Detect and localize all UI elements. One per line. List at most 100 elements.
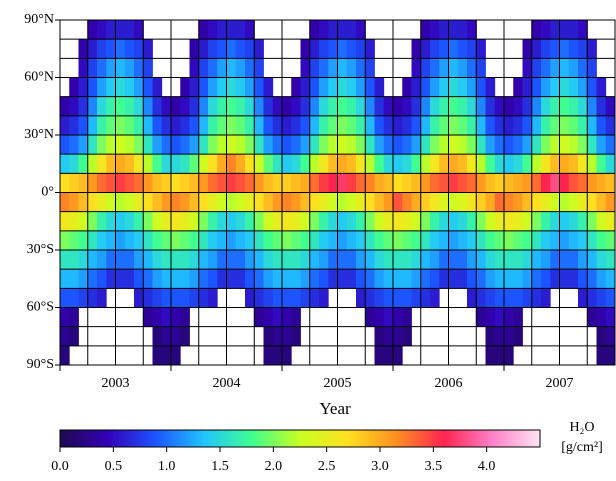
- heatmap-cell: [189, 115, 200, 136]
- heatmap-cell: [596, 326, 607, 347]
- heatmap-cell: [87, 77, 98, 98]
- heatmap-cell: [115, 58, 126, 78]
- heatmap-cell: [457, 58, 468, 78]
- heatmap-cell: [254, 135, 264, 155]
- heatmap-cell: [198, 269, 209, 289]
- colorbar-label: [g/cm²]: [561, 440, 603, 455]
- heatmap-cell: [531, 154, 542, 174]
- heatmap-cell: [124, 20, 135, 40]
- heatmap-cell: [124, 173, 135, 193]
- heatmap-cell: [60, 115, 70, 136]
- heatmap-cell: [143, 77, 153, 98]
- heatmap-cell: [467, 192, 477, 213]
- heatmap-cell: [494, 307, 505, 328]
- heatmap-cell: [504, 154, 514, 174]
- heatmap-cell: [531, 39, 542, 59]
- heatmap-cell: [559, 135, 570, 155]
- heatmap-cell: [171, 154, 181, 174]
- heatmap-cell: [291, 135, 301, 155]
- heatmap-cell: [467, 250, 477, 270]
- heatmap-cell: [420, 230, 431, 251]
- heatmap-cell: [245, 135, 255, 155]
- heatmap-cell: [152, 115, 163, 136]
- heatmap-cell: [541, 250, 551, 270]
- heatmap-cell: [476, 58, 486, 78]
- heatmap-cell: [319, 154, 329, 174]
- heatmap-cell: [568, 269, 579, 289]
- heatmap-cell: [97, 135, 107, 155]
- heatmap-cell: [568, 115, 579, 136]
- heatmap-cell: [134, 135, 144, 155]
- colorbar-label: H₂O: [569, 420, 594, 435]
- heatmap-cell: [328, 20, 338, 40]
- heatmap-cell: [365, 115, 375, 136]
- heatmap-cell: [476, 288, 486, 308]
- heatmap-cell: [559, 58, 570, 78]
- heatmap-cell: [605, 345, 616, 366]
- heatmap-cell: [476, 39, 486, 59]
- heatmap-cell: [531, 115, 542, 136]
- heatmap-cell: [420, 250, 431, 270]
- heatmap-cell: [522, 211, 533, 232]
- heatmap-cell: [263, 211, 274, 232]
- heatmap-cell: [254, 58, 264, 78]
- heatmap-cell: [383, 192, 394, 213]
- heatmap-cell: [143, 173, 153, 193]
- heatmap-cell: [587, 288, 597, 308]
- heatmap-cell: [522, 288, 533, 308]
- heatmap-cell: [97, 173, 107, 193]
- heatmap-cell: [300, 269, 311, 289]
- heatmap-cell: [374, 345, 385, 366]
- heatmap-cell: [60, 345, 70, 366]
- heatmap-cell: [319, 288, 329, 308]
- heatmap-cell: [596, 307, 607, 328]
- heatmap-cell: [365, 39, 375, 59]
- heatmap-cell: [531, 135, 542, 155]
- y-tick-label: 90°N: [24, 12, 54, 27]
- heatmap-cell: [568, 135, 579, 155]
- heatmap-cell: [476, 96, 486, 117]
- heatmap-cell: [541, 288, 551, 308]
- heatmap-cell: [420, 288, 431, 308]
- heatmap-cell: [97, 96, 107, 117]
- heatmap-cell: [300, 96, 311, 117]
- heatmap-cell: [587, 154, 597, 174]
- heatmap-cell: [235, 135, 246, 155]
- heatmap-cell: [485, 345, 496, 366]
- heatmap-cell: [559, 250, 570, 270]
- heatmap-cell: [430, 20, 440, 40]
- heatmap-cell: [328, 115, 338, 136]
- heatmap-cell: [78, 250, 89, 270]
- heatmap-cell: [494, 135, 505, 155]
- heatmap-cell: [513, 230, 523, 251]
- y-tick-label: 90°S: [27, 357, 54, 372]
- heatmap-cell: [356, 211, 366, 232]
- heatmap-cell: [550, 269, 560, 289]
- y-tick-label: 60°S: [27, 300, 54, 315]
- heatmap-cell: [393, 211, 403, 232]
- heatmap-cell: [208, 20, 218, 40]
- heatmap-cell: [161, 115, 172, 136]
- heatmap-cell: [578, 20, 588, 40]
- heatmap-cell: [171, 173, 181, 193]
- heatmap-cell: [226, 269, 237, 289]
- heatmap-cell: [143, 288, 153, 308]
- heatmap-cell: [115, 39, 126, 59]
- heatmap-cell: [309, 39, 320, 59]
- heatmap-cell: [365, 96, 375, 117]
- heatmap-cell: [291, 250, 301, 270]
- heatmap-cell: [272, 192, 283, 213]
- heatmap-cell: [309, 269, 320, 289]
- heatmap-cell: [263, 345, 274, 366]
- heatmap-cell: [411, 96, 422, 117]
- heatmap-cell: [494, 345, 505, 366]
- heatmap-cell: [541, 211, 551, 232]
- heatmap-cell: [346, 39, 357, 59]
- heatmap-cell: [374, 173, 385, 193]
- heatmap-cell: [226, 39, 237, 59]
- heatmap-cell: [263, 77, 274, 98]
- heatmap-cell: [171, 269, 181, 289]
- heatmap-cell: [134, 77, 144, 98]
- heatmap-cell: [550, 96, 560, 117]
